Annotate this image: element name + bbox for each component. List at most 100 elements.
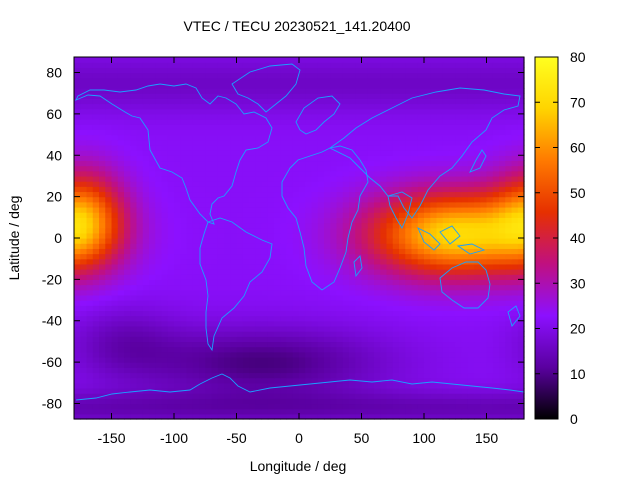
heatmap-cell (292, 284, 300, 291)
heatmap-cell (486, 351, 494, 358)
heatmap-cell (417, 82, 425, 89)
heatmap-cell (255, 88, 263, 94)
heatmap-cell (180, 315, 188, 322)
heatmap-cell (161, 248, 169, 255)
heatmap-cell (280, 212, 288, 218)
heatmap-cell (130, 67, 138, 74)
heatmap-cell (124, 186, 131, 193)
heatmap-cell (230, 238, 238, 244)
heatmap-cell (286, 150, 294, 156)
heatmap-cell (161, 294, 169, 301)
heatmap-cell (436, 408, 444, 415)
heatmap-cell (92, 372, 100, 379)
heatmap-cell (467, 232, 475, 239)
heatmap-cell (342, 181, 350, 187)
heatmap-cell (124, 160, 131, 167)
heatmap-cell (111, 320, 119, 327)
heatmap-cell (317, 336, 325, 343)
heatmap-cell (124, 300, 131, 306)
heatmap-cell (236, 398, 244, 405)
heatmap-cell (342, 88, 350, 94)
heatmap-cell (217, 232, 225, 239)
heatmap-cell (330, 72, 338, 79)
heatmap-cell (305, 129, 313, 136)
heatmap-cell (392, 144, 400, 151)
heatmap-cell (192, 393, 200, 399)
heatmap-cell (386, 305, 394, 311)
heatmap-cell (499, 82, 506, 89)
heatmap-cell (117, 93, 125, 99)
heatmap-cell (505, 294, 513, 301)
heatmap-cell (361, 88, 369, 94)
heatmap-cell (274, 367, 281, 374)
heatmap-cell (142, 108, 150, 115)
heatmap-cell (105, 82, 113, 89)
heatmap-cell (174, 165, 181, 172)
heatmap-cell (461, 403, 469, 410)
heatmap-cell (299, 372, 306, 379)
heatmap-cell (442, 263, 450, 270)
heatmap-cell (505, 377, 513, 384)
heatmap-cell (499, 129, 506, 136)
heatmap-cell (242, 196, 250, 203)
heatmap-cell (286, 82, 294, 89)
heatmap-cell (336, 248, 344, 255)
heatmap-cell (155, 372, 163, 379)
heatmap-cell (442, 294, 450, 301)
heatmap-cell (449, 253, 456, 260)
heatmap-cell (136, 269, 144, 275)
heatmap-cell (217, 227, 225, 234)
heatmap-cell (374, 393, 381, 399)
heatmap-cell (255, 300, 263, 306)
heatmap-cell (117, 351, 125, 358)
heatmap-cell (442, 227, 450, 234)
heatmap-cell (505, 263, 513, 270)
heatmap-cell (130, 258, 138, 265)
heatmap-cell (399, 393, 406, 399)
heatmap-cell (405, 212, 413, 218)
heatmap-cell (480, 377, 488, 384)
heatmap-cell (517, 191, 525, 198)
heatmap-cell (117, 398, 125, 405)
heatmap-cell (236, 377, 244, 384)
heatmap-cell (161, 356, 169, 363)
heatmap-cell (80, 98, 88, 105)
heatmap-cell (130, 165, 138, 172)
heatmap-cell (317, 331, 325, 337)
heatmap-cell (317, 232, 325, 239)
heatmap-cell (86, 398, 94, 405)
heatmap-cell (511, 393, 519, 399)
heatmap-cell (205, 336, 213, 343)
heatmap-cell (367, 305, 375, 311)
heatmap-cell (411, 124, 419, 130)
heatmap-cell (411, 258, 419, 265)
heatmap-cell (211, 165, 219, 172)
heatmap-cell (236, 160, 244, 167)
heatmap-cell (367, 67, 375, 74)
heatmap-cell (380, 150, 388, 156)
heatmap-cell (230, 393, 238, 399)
heatmap-cell (336, 351, 344, 358)
heatmap-cell (474, 248, 481, 255)
heatmap-cell (436, 119, 444, 125)
heatmap-cell (205, 331, 213, 337)
heatmap-cell (230, 119, 238, 125)
heatmap-cell (511, 284, 519, 291)
heatmap-cell (461, 212, 469, 218)
heatmap-cell (361, 367, 369, 374)
heatmap-cell (124, 269, 131, 275)
heatmap-cell (130, 144, 138, 151)
heatmap-cell (386, 289, 394, 296)
heatmap-cell (136, 258, 144, 265)
heatmap-cell (411, 305, 419, 311)
heatmap-cell (305, 181, 313, 187)
heatmap-cell (517, 238, 525, 244)
heatmap-cell (174, 222, 181, 229)
heatmap-cell (155, 212, 163, 218)
heatmap-cell (99, 88, 106, 94)
heatmap-cell (405, 294, 413, 301)
heatmap-cell (492, 253, 500, 260)
heatmap-cell (355, 139, 363, 146)
heatmap-cell (161, 57, 169, 63)
heatmap-cell (324, 346, 331, 353)
